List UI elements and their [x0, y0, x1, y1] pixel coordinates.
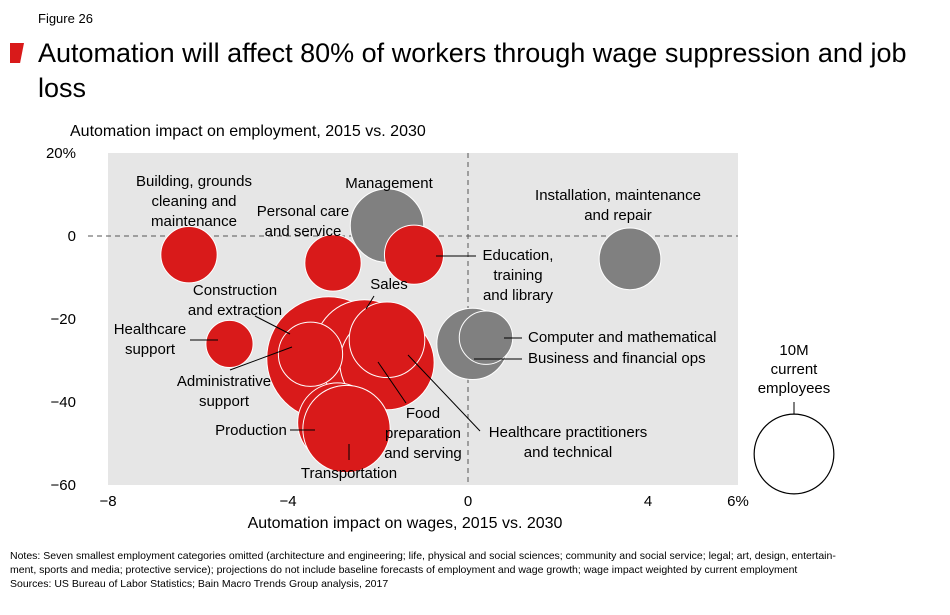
point-label-5-line-1: Construction: [193, 282, 277, 299]
size-legend-label-line-3: employees: [758, 380, 831, 397]
point-label-13-line-1: Business and financial ops: [528, 350, 706, 367]
chart-title: Automation will affect 80% of workers th…: [38, 38, 907, 103]
point-label-11-line-1: Production: [215, 422, 287, 439]
point-label-1-line-2: and service: [265, 223, 342, 240]
leader-line-8: [377, 361, 407, 404]
y-tick-label-4: −60: [51, 477, 76, 494]
plot-area: [108, 153, 738, 485]
point-label-3-line-2: training: [493, 267, 542, 284]
figure-label: Figure 26: [38, 11, 93, 26]
point-label-4-line-2: and repair: [584, 207, 652, 224]
x-tick-label-2: 0: [464, 493, 472, 510]
point-label-1-line-1: Personal care: [257, 203, 350, 220]
bubble-installation-maintenance-and-repair: [598, 227, 662, 291]
notes-line-1: Notes: Seven smallest employment categor…: [10, 550, 836, 562]
bubble-food-preparation-and-serving: [348, 301, 426, 379]
x-tick-label-4: 6%: [727, 493, 749, 510]
x-tick-label-0: −8: [99, 493, 116, 510]
point-label-12-line-1: Transportation: [301, 465, 397, 482]
y-tick-label-2: −20: [51, 311, 76, 328]
point-label-10-line-2: support: [199, 393, 250, 410]
chart-subtitle: Automation impact on employment, 2015 vs…: [70, 123, 426, 140]
point-label-8-line-3: and serving: [384, 445, 462, 462]
y-tick-label-0: 20%: [46, 145, 76, 162]
point-label-7-line-1: Healthcare practitioners: [489, 424, 647, 441]
point-label-8-line-2: preparation: [385, 425, 461, 442]
bubble-building-grounds-cleaning-and-maintenance: [160, 226, 218, 284]
bubble-healthcare-support: [205, 319, 254, 368]
y-tick-label-3: −40: [51, 394, 76, 411]
point-label-2-line-1: Management: [345, 175, 433, 192]
point-label-14-line-1: Computer and mathematical: [528, 329, 716, 346]
notes-line-3: Sources: US Bureau of Labor Statistics; …: [10, 578, 389, 590]
leader-line-7: [407, 354, 481, 432]
point-label-0-line-3: maintenance: [151, 213, 237, 230]
point-label-3-line-1: Education,: [483, 247, 554, 264]
point-label-9-line-1: Healthcare: [114, 321, 187, 338]
size-legend-circle: [753, 413, 835, 495]
point-label-5-line-2: and extraction: [188, 302, 282, 319]
y-tick-label-1: 0: [68, 228, 76, 245]
point-label-0-line-1: Building, grounds: [136, 173, 252, 190]
point-label-3-line-3: and library: [483, 287, 554, 304]
bubble-transportation: [302, 384, 391, 474]
point-label-6-line-1: Sales: [370, 276, 408, 293]
size-legend-label-line-2: current: [771, 361, 819, 378]
point-label-0-line-2: cleaning and: [151, 193, 236, 210]
bubble-personal-care-and-service: [304, 234, 362, 292]
bubble-education-training-and-library: [383, 224, 445, 285]
title-accent-mark: [10, 43, 24, 63]
scatter-chart: Automation impact on employment, 2015 vs…: [46, 123, 835, 532]
notes-line-2: ment, sports and media; protective servi…: [10, 564, 798, 576]
leader-line-6: [365, 295, 375, 310]
point-label-7-line-2: and technical: [524, 444, 612, 461]
size-legend-label-line-1: 10M: [779, 342, 808, 359]
point-label-9-line-2: support: [125, 341, 176, 358]
x-tick-label-3: 4: [644, 493, 652, 510]
point-label-8-line-1: Food: [406, 405, 440, 422]
leader-line-5: [254, 315, 291, 335]
leader-line-10: [229, 346, 293, 371]
x-axis-title: Automation impact on wages, 2015 vs. 203…: [248, 515, 563, 532]
x-tick-label-1: −4: [279, 493, 296, 510]
point-label-4-line-1: Installation, maintenance: [535, 187, 701, 204]
notes: Notes: Seven smallest employment categor…: [10, 549, 940, 591]
bubble-administrative-support: [277, 321, 344, 387]
point-label-10-line-1: Administrative: [177, 373, 271, 390]
